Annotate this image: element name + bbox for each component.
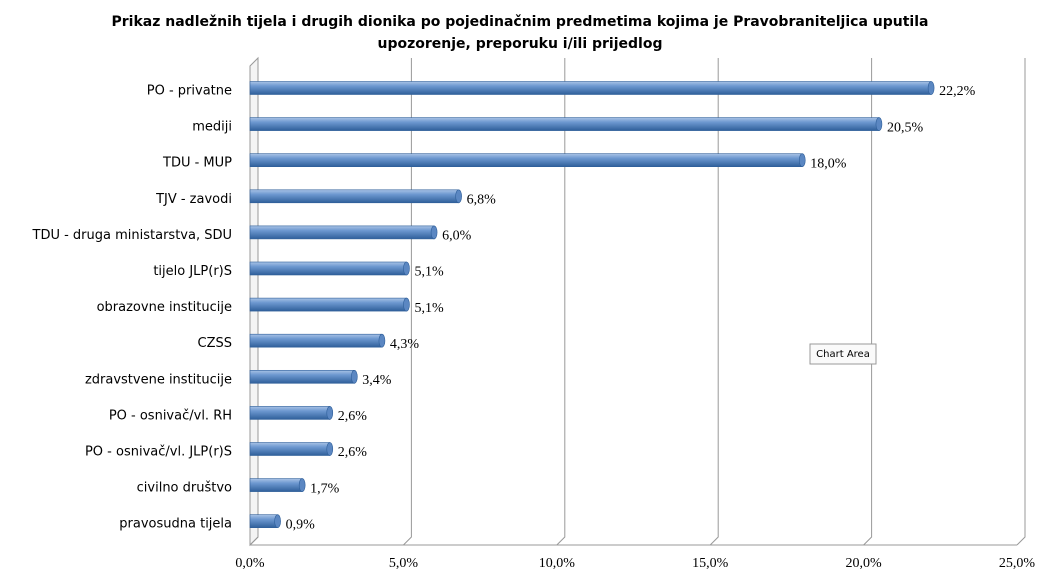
y-tick-label: TJV - zavodi (155, 192, 232, 207)
x-tick-label: 0,0% (235, 556, 265, 571)
data-label: 0,9% (286, 517, 316, 532)
bar-cap (403, 261, 410, 276)
y-tick-label: zdravstvene institucije (85, 372, 232, 387)
x-tick-label: 15,0% (692, 556, 729, 571)
data-label: 6,0% (442, 229, 472, 244)
data-label: 18,0% (810, 156, 847, 171)
bar-cap (351, 369, 358, 384)
data-label: 22,2% (939, 84, 976, 99)
tooltip: Chart Area (816, 349, 870, 360)
bar (249, 153, 803, 167)
data-label: 2,6% (338, 409, 368, 424)
grid-line (709, 58, 719, 546)
bar (249, 117, 880, 131)
x-tick-label: 20,0% (846, 556, 883, 571)
data-label: 4,3% (390, 337, 420, 352)
bar-cap (430, 225, 438, 240)
bar (249, 514, 278, 529)
x-tick-label: 10,0% (539, 556, 576, 571)
data-label: 5,1% (414, 301, 444, 316)
grid-line (249, 58, 259, 546)
data-label: 20,5% (887, 120, 924, 135)
y-tick-label: obrazovne institucije (97, 300, 232, 315)
bar-cap (927, 81, 935, 95)
data-label: 1,7% (310, 481, 340, 496)
bar-cap (378, 333, 386, 348)
data-label: 6,8% (467, 193, 497, 208)
tooltip-box (809, 343, 877, 365)
x-tick-label: 5,0% (389, 556, 419, 571)
grid-line (1016, 58, 1026, 546)
y-tick-label: TDU - druga ministarstva, SDU (32, 228, 233, 243)
data-label: 2,6% (338, 445, 368, 460)
bar-cap (798, 153, 806, 167)
bar-cap (326, 406, 334, 420)
bar (249, 406, 331, 420)
bar (249, 225, 435, 240)
grid-line (863, 58, 873, 546)
bar-cap (455, 189, 462, 204)
plot-area: 0,0% 5,0% 10,0% 15,0% 20,0% 25,0% PO - privatn… (32, 56, 1036, 571)
chart-subtitle: upozorenje, preporuku i/ili prijedlog (378, 36, 663, 52)
bar-cap (403, 297, 410, 312)
y-tick-label: tijelo JLP(r)S (153, 264, 232, 279)
bar (249, 81, 932, 95)
y-tick-label: civilno društvo (137, 481, 232, 496)
bar-cap (326, 442, 334, 456)
y-tick-label: pravosudna tijela (119, 517, 232, 532)
data-label: 3,4% (362, 373, 392, 388)
bar (249, 478, 303, 492)
bar (249, 261, 407, 276)
y-tick-label: CZSS (198, 336, 233, 351)
grid-line (403, 58, 412, 546)
bar (249, 369, 355, 384)
y-tick-label: PO - privatne (147, 84, 232, 99)
chart-title: Prikaz nadležnih tijela i drugih dionika… (112, 14, 929, 30)
y-tick-label: PO - osnivač/vl. RH (109, 408, 232, 423)
x-tick-label: 25,0% (999, 556, 1036, 571)
bar (249, 297, 407, 312)
bar-cap (875, 117, 883, 131)
y-tick-label: TDU - MUP (162, 156, 232, 171)
y-tick-label: PO - osnivač/vl. JLP(r)S (85, 445, 232, 460)
bar (249, 333, 383, 348)
bar (249, 189, 459, 204)
bar (249, 442, 331, 456)
grid-line (556, 58, 566, 546)
y-tick-label: mediji (192, 120, 232, 135)
bar-cap (274, 514, 281, 529)
bar-cap (298, 478, 306, 492)
data-label: 5,1% (414, 265, 444, 280)
